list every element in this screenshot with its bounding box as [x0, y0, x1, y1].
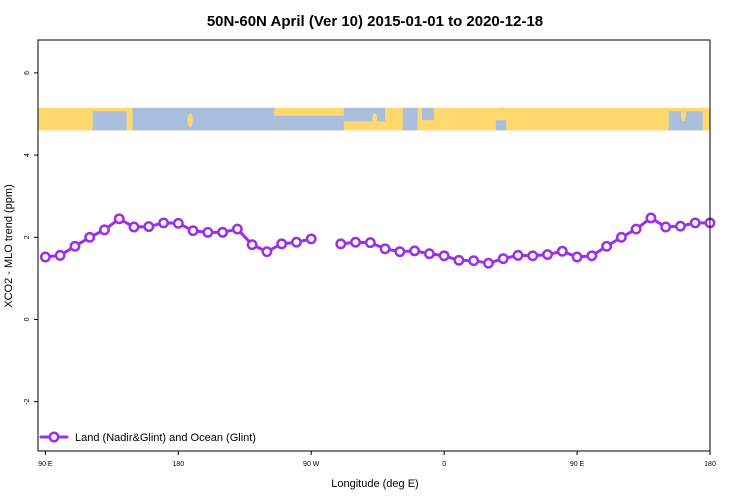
data-point: [438, 250, 450, 262]
data-point: [630, 223, 642, 235]
y-tick-label: -2: [24, 398, 31, 404]
data-point: [453, 254, 465, 266]
data-point: [84, 231, 96, 243]
data-point: [468, 255, 480, 267]
data-point: [231, 223, 243, 235]
chart-title: 50N-60N April (Ver 10) 2015-01-01 to 202…: [207, 13, 543, 30]
data-point: [645, 212, 657, 224]
data-point: [335, 238, 347, 250]
x-tick-label: 90 E: [38, 461, 53, 468]
data-point: [113, 213, 125, 225]
x-tick-label: 90 E: [570, 461, 585, 468]
data-point: [556, 245, 568, 257]
x-tick-label: 180: [172, 461, 184, 468]
data-point: [172, 217, 184, 229]
map-island: [680, 107, 686, 122]
data-point: [202, 226, 214, 238]
x-axis: 90 E 180 90 W 0 90 E 180: [38, 451, 716, 468]
data-point: [246, 239, 258, 251]
map-ocean-region: [343, 107, 386, 122]
data-point: [217, 226, 229, 238]
y-axis-label: XCO2 - MLO trend (ppm): [3, 184, 15, 307]
data-point: [69, 240, 81, 252]
data-point: [364, 237, 376, 249]
map-ocean-region: [495, 120, 507, 131]
data-point: [497, 253, 509, 265]
data-point: [601, 240, 613, 252]
map-ocean-region: [274, 115, 344, 131]
data-point: [423, 248, 435, 260]
x-tick-label: 0: [442, 461, 446, 468]
series-layer: [39, 212, 716, 269]
data-point: [483, 257, 494, 269]
legend-entry-label: Land (Nadir&Glint) and Ocean (Glint): [75, 432, 256, 444]
data-point: [276, 238, 288, 250]
data-point: [187, 225, 199, 237]
series-line: [340, 216, 710, 265]
data-point: [615, 231, 627, 243]
x-axis-label: Longitude (deg E): [331, 478, 418, 490]
data-point: [527, 250, 539, 262]
map-ocean-region: [422, 107, 434, 121]
map-ocean-region: [668, 111, 703, 131]
y-tick-label: 2: [24, 235, 31, 239]
data-point: [689, 217, 701, 229]
legend: Land (Nadir&Glint) and Ocean (Glint): [39, 431, 256, 444]
data-point: [261, 246, 273, 258]
x-tick-label: 180: [704, 461, 716, 468]
data-point: [542, 249, 553, 260]
map-island: [391, 110, 397, 129]
data-point: [54, 249, 66, 261]
y-axis: -2 0 2 4 6: [24, 71, 38, 405]
map-ocean-region: [402, 107, 418, 131]
data-point: [660, 221, 672, 233]
data-point: [571, 251, 583, 263]
data-point: [305, 233, 317, 245]
map-island: [500, 106, 506, 121]
data-point: [291, 236, 302, 248]
x-tick-label: 90 W: [303, 461, 320, 468]
data-point: [675, 220, 686, 232]
data-point: [143, 221, 155, 233]
world-map-strip: [38, 106, 710, 131]
y-tick-label: 0: [24, 317, 31, 321]
data-point: [379, 243, 391, 255]
data-point: [158, 217, 169, 229]
data-point: [99, 224, 110, 236]
plot-frame: [37, 39, 711, 452]
map-ocean-region: [132, 107, 275, 131]
data-point: [39, 251, 51, 263]
map-ocean-region: [92, 111, 127, 131]
data-point: [394, 246, 406, 258]
map-island: [127, 108, 133, 123]
map-island: [372, 113, 378, 123]
data-point: [350, 236, 361, 248]
data-point: [586, 250, 598, 262]
map-island: [187, 113, 193, 128]
data-point: [128, 221, 140, 233]
y-tick-label: 6: [24, 71, 31, 75]
y-tick-label: 4: [24, 153, 31, 157]
data-point: [409, 245, 421, 257]
data-point: [512, 249, 524, 261]
legend-marker-swatch: [48, 431, 60, 443]
